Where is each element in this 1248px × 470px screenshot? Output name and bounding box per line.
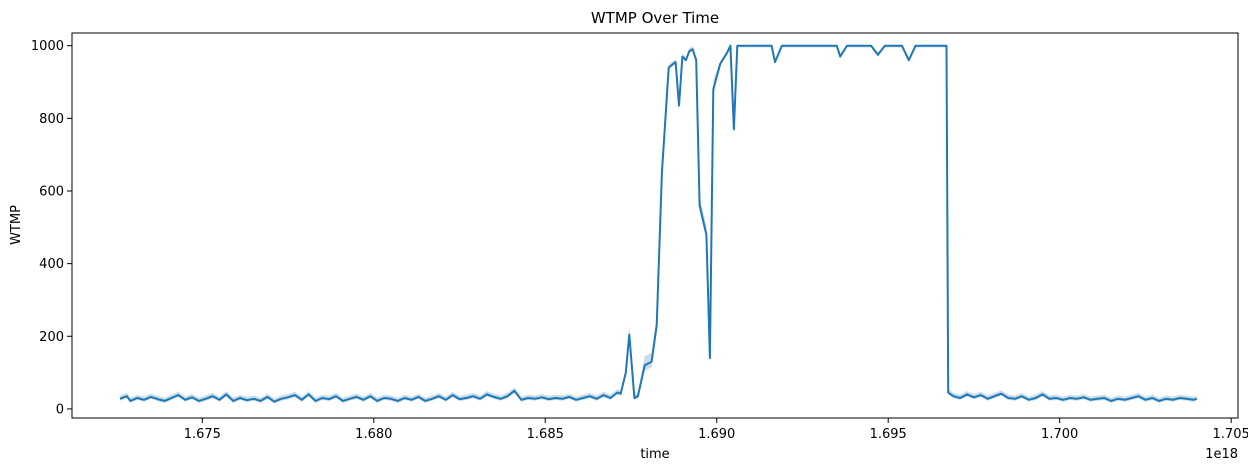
x-tick-label: 1.700	[1041, 427, 1078, 442]
x-axis-label: time	[640, 447, 669, 462]
confidence-band	[120, 45, 1197, 404]
y-tick-label: 400	[39, 257, 64, 272]
x-tick-label: 1.685	[527, 427, 564, 442]
y-tick-label: 600	[39, 184, 64, 199]
y-axis-label: WTMP	[9, 205, 24, 245]
x-tick-label: 1.705	[1213, 427, 1248, 442]
y-tick-label: 200	[39, 330, 64, 345]
x-tick-label: 1.695	[870, 427, 907, 442]
y-tick-label: 0	[56, 402, 64, 417]
series-line	[119, 44, 1198, 403]
x-tick-label: 1.675	[184, 427, 221, 442]
y-tick-label: 1000	[31, 39, 64, 54]
confidence-band-layer	[120, 45, 1197, 404]
chart-title: WTMP Over Time	[591, 9, 719, 27]
y-axis: 0 200 400 600 800 1000	[31, 39, 72, 417]
x-tick-label: 1.680	[355, 427, 392, 442]
x-axis: 1.675 1.680 1.685 1.690 1.695 1.700 1.705	[184, 418, 1248, 442]
series-line-layer	[119, 44, 1198, 403]
y-tick-label: 800	[39, 112, 64, 127]
x-axis-offset-label: 1e18	[1205, 447, 1238, 462]
plot-frame	[71, 32, 1239, 419]
x-tick-label: 1.690	[698, 427, 735, 442]
